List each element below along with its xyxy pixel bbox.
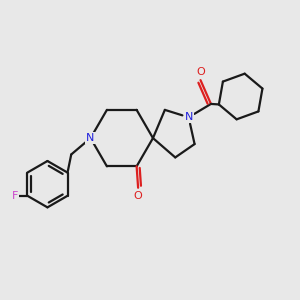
Text: O: O [196,67,205,77]
Text: O: O [134,191,142,201]
Text: F: F [11,191,18,201]
Text: N: N [184,112,193,122]
Text: N: N [86,133,95,143]
